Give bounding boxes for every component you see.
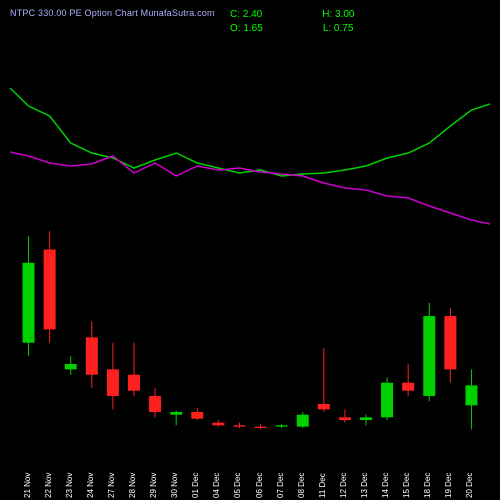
candle-body <box>255 427 267 428</box>
x-axis-label: 29 Nov <box>149 448 158 498</box>
candle-body <box>107 369 119 396</box>
open-value: O: 1.65 <box>230 22 263 36</box>
candle-body <box>318 404 330 409</box>
x-axis-label: 12 Dec <box>339 448 348 498</box>
candle-body <box>360 417 372 420</box>
x-axis: 21 Nov 22 Nov 23 Nov 24 Nov 27 Nov 28 Nov 29 N… <box>10 442 490 498</box>
candle-body <box>381 383 393 418</box>
candle-body <box>86 337 98 374</box>
candle-body <box>44 249 56 329</box>
chart-title: NTPC 330.00 PE Option Chart MunafaSutra.… <box>10 8 215 18</box>
candle-body <box>128 375 140 391</box>
ma-line-2 <box>10 152 490 224</box>
candle-body <box>339 417 351 420</box>
x-axis-label: 01 Dec <box>191 448 200 498</box>
candle-body <box>444 316 456 369</box>
x-axis-label: 18 Dec <box>423 448 432 498</box>
candle-body <box>297 415 309 427</box>
x-axis-label: 30 Nov <box>170 448 179 498</box>
candle-body <box>191 412 203 419</box>
x-axis-label: 06 Dec <box>255 448 264 498</box>
ohlc-readout: C: 2.40 H: 3.00 O: 1.65 L: 0.75 <box>230 8 355 36</box>
chart-canvas <box>10 48 490 440</box>
x-axis-label: 24 Nov <box>86 448 95 498</box>
candle-body <box>465 385 477 405</box>
candle-body <box>212 423 224 426</box>
x-axis-label: 11 Dec <box>318 448 327 498</box>
candle-body <box>276 425 288 426</box>
x-axis-label: 19 Dec <box>444 448 453 498</box>
x-axis-label: 20 Dec <box>465 448 474 498</box>
x-axis-label: 27 Nov <box>107 448 116 498</box>
x-axis-label: 04 Dec <box>212 448 221 498</box>
x-axis-label: 15 Dec <box>402 448 411 498</box>
x-axis-label: 08 Dec <box>297 448 306 498</box>
x-axis-label: 23 Nov <box>65 448 74 498</box>
x-axis-label: 21 Nov <box>23 448 32 498</box>
chart-header: NTPC 330.00 PE Option Chart MunafaSutra.… <box>10 8 490 48</box>
candle-body <box>149 396 161 412</box>
x-axis-label: 05 Dec <box>233 448 242 498</box>
candle-body <box>423 316 435 396</box>
x-axis-label: 07 Dec <box>276 448 285 498</box>
x-axis-label: 22 Nov <box>44 448 53 498</box>
candle-body <box>65 364 77 369</box>
x-axis-label: 14 Dec <box>381 448 390 498</box>
high-value: H: 3.00 <box>322 8 354 22</box>
candle-body <box>402 383 414 391</box>
x-axis-label: 28 Nov <box>128 448 137 498</box>
close-value: C: 2.40 <box>230 8 262 22</box>
ma-line-1 <box>10 88 490 176</box>
candle-body <box>233 425 245 426</box>
candle-body <box>170 412 182 415</box>
x-axis-label: 13 Dec <box>360 448 369 498</box>
candle-body <box>23 263 35 343</box>
chart-svg <box>10 48 490 440</box>
low-value: L: 0.75 <box>323 22 354 36</box>
